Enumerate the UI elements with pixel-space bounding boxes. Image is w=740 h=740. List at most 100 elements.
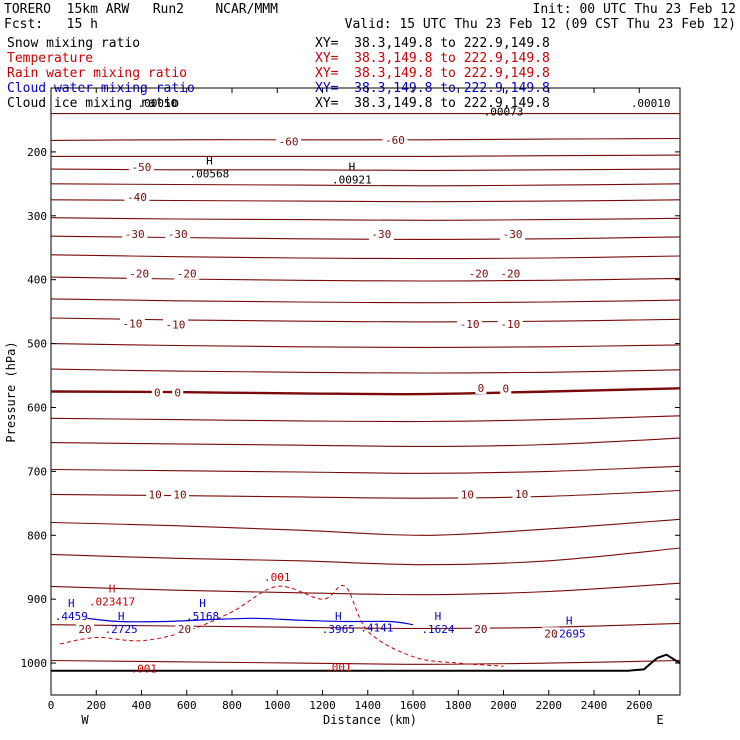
isotherm-value-label: -20 xyxy=(129,268,149,281)
contour-label-bg xyxy=(170,488,189,501)
maximum-value-label: .001 xyxy=(264,571,291,584)
isotherm-line xyxy=(50,343,681,348)
contour-label-bg xyxy=(162,318,188,331)
contour-label-bg xyxy=(172,386,184,399)
isotherm-value-label: 20 xyxy=(178,623,191,636)
isotherm-value-label: -60 xyxy=(279,135,299,148)
rain-water-contour xyxy=(60,584,504,667)
terrain-line xyxy=(51,653,681,672)
isotherm-value-label: 0 xyxy=(502,383,509,396)
contour-label-bg xyxy=(75,622,94,635)
isotherm-value-label: 0 xyxy=(478,382,485,395)
y-tick-label: 200 xyxy=(27,146,47,159)
isotherm-line xyxy=(50,489,681,499)
legend-name-snow: Snow mixing ratio xyxy=(7,36,141,51)
contour-label-bg xyxy=(382,134,408,147)
isotherm-value-label: 0 xyxy=(174,386,181,399)
contour-label-bg xyxy=(129,160,155,173)
x-axis-title: Distance (km) xyxy=(323,713,417,727)
valid-time: Valid: 15 UTC Thu 23 Feb 12 (09 CST Thu … xyxy=(344,17,736,32)
hydrometeor-layer xyxy=(51,584,681,672)
x-tick-label: 400 xyxy=(132,699,152,712)
maximum-value-label: .1624 xyxy=(421,623,454,636)
isotherm-value-label: -60 xyxy=(385,134,405,147)
isotherm-line xyxy=(50,235,681,240)
legend-xy-cloud-ice: XY= 38.3,149.8 to 222.9,149.8 xyxy=(315,96,550,111)
isotherm-line xyxy=(50,317,681,323)
maximum-value-label: .001 xyxy=(131,662,158,675)
maximum-value-label: .00073 xyxy=(484,105,524,118)
y-tick-label: 300 xyxy=(27,210,47,223)
isotherm-value-label: 20 xyxy=(78,623,91,636)
maximum-value-label: .00568 xyxy=(190,167,230,180)
isotherm-line xyxy=(50,582,681,596)
y-tick-label: 700 xyxy=(27,465,47,478)
maximum-value-label: .4141 xyxy=(360,622,393,635)
contour-label-bg xyxy=(497,267,523,280)
isotherm-value-label: -10 xyxy=(123,317,143,330)
isotherm-value-label: 10 xyxy=(148,489,161,502)
contour-label-bg xyxy=(471,622,490,635)
isotherm-line xyxy=(50,465,681,474)
y-tick-label: 400 xyxy=(27,274,47,287)
x-tick-label: 1400 xyxy=(355,699,382,712)
isotherm-value-label: -20 xyxy=(177,268,197,281)
maximum-marker: H xyxy=(349,161,356,174)
contour-label-bg xyxy=(500,382,512,395)
isotherm-line xyxy=(50,199,681,203)
contour-label-bg xyxy=(146,488,165,501)
legend-name-temperature: Temperature xyxy=(7,51,94,66)
maximum-value-label: .5168 xyxy=(186,610,219,623)
isotherm-value-label: 10 xyxy=(461,489,474,502)
contour-label-bg xyxy=(122,227,148,240)
isotherm-line xyxy=(51,154,681,157)
contour-label-bg xyxy=(151,386,163,399)
legend-name-cloud-ice: Cloud ice mixing ratio xyxy=(7,96,180,111)
model-run-label: TORERO 15km ARW Run2 NCAR/MMM xyxy=(4,2,278,17)
isotherm-line xyxy=(50,659,681,665)
isotherm-value-label: -40 xyxy=(127,191,147,204)
y-tick-label: 500 xyxy=(27,338,47,351)
maximum-marker: H xyxy=(335,610,342,623)
isotherm-line xyxy=(50,254,681,260)
x-tick-label: 1600 xyxy=(400,699,427,712)
x-axis-east-label: E xyxy=(656,713,663,727)
maximum-value-label: .3965 xyxy=(322,623,355,636)
maximum-marker: H xyxy=(199,597,206,610)
isotherm-value-label: -10 xyxy=(166,319,186,332)
y-axis-title: Pressure (hPa) xyxy=(4,341,18,442)
maximum-value-label: .001 xyxy=(325,661,352,674)
maximum-value-label: .4459 xyxy=(55,610,88,623)
maximum-marker: H xyxy=(566,614,573,627)
contour-label-bg xyxy=(542,627,561,640)
cloud-water-contour xyxy=(87,617,414,626)
init-time: Init: 00 UTC Thu 23 Feb 12 xyxy=(532,2,737,17)
contour-label-layer: -50 -60 -60 -40 -30 -30 -30 -30 -20 -20 -20 -20 -10 -… xyxy=(55,97,671,675)
contour-label-bg xyxy=(174,267,200,280)
isotherm-value-label: 20 xyxy=(474,623,487,636)
x-tick-label: 1800 xyxy=(445,699,472,712)
isotherm-value-label: -10 xyxy=(460,318,480,331)
x-tick-label: 1200 xyxy=(309,699,336,712)
contour-label-bg xyxy=(124,190,150,203)
x-tick-label: 2200 xyxy=(536,699,563,712)
contour-label-bg xyxy=(497,318,523,331)
isotherm-value-label: -50 xyxy=(132,161,152,174)
maximum-value-label: .2695 xyxy=(553,627,586,640)
isotherm-value-label: 20 xyxy=(544,627,557,640)
maximum-value-label: .2725 xyxy=(105,623,138,636)
maximum-marker: H xyxy=(109,582,116,595)
isotherm-line xyxy=(50,183,681,187)
isotherm-value-label: -30 xyxy=(125,228,145,241)
legend-xy-snow: XY= 38.3,149.8 to 222.9,149.8 xyxy=(315,36,550,51)
isotherm-value-label: -20 xyxy=(469,268,489,281)
maximum-value-label: .023417 xyxy=(89,595,135,608)
contour-label-bg xyxy=(276,135,302,148)
isotherm-line xyxy=(50,217,681,221)
axis-layer: 0 200 400 600 800 1000 1200 1400 1600 1800 2000 220… xyxy=(21,88,680,712)
isotherm-line xyxy=(50,622,681,630)
y-tick-label: 600 xyxy=(27,401,47,414)
isotherm-line xyxy=(50,387,681,396)
maximum-value-label: .00010 xyxy=(631,97,671,110)
